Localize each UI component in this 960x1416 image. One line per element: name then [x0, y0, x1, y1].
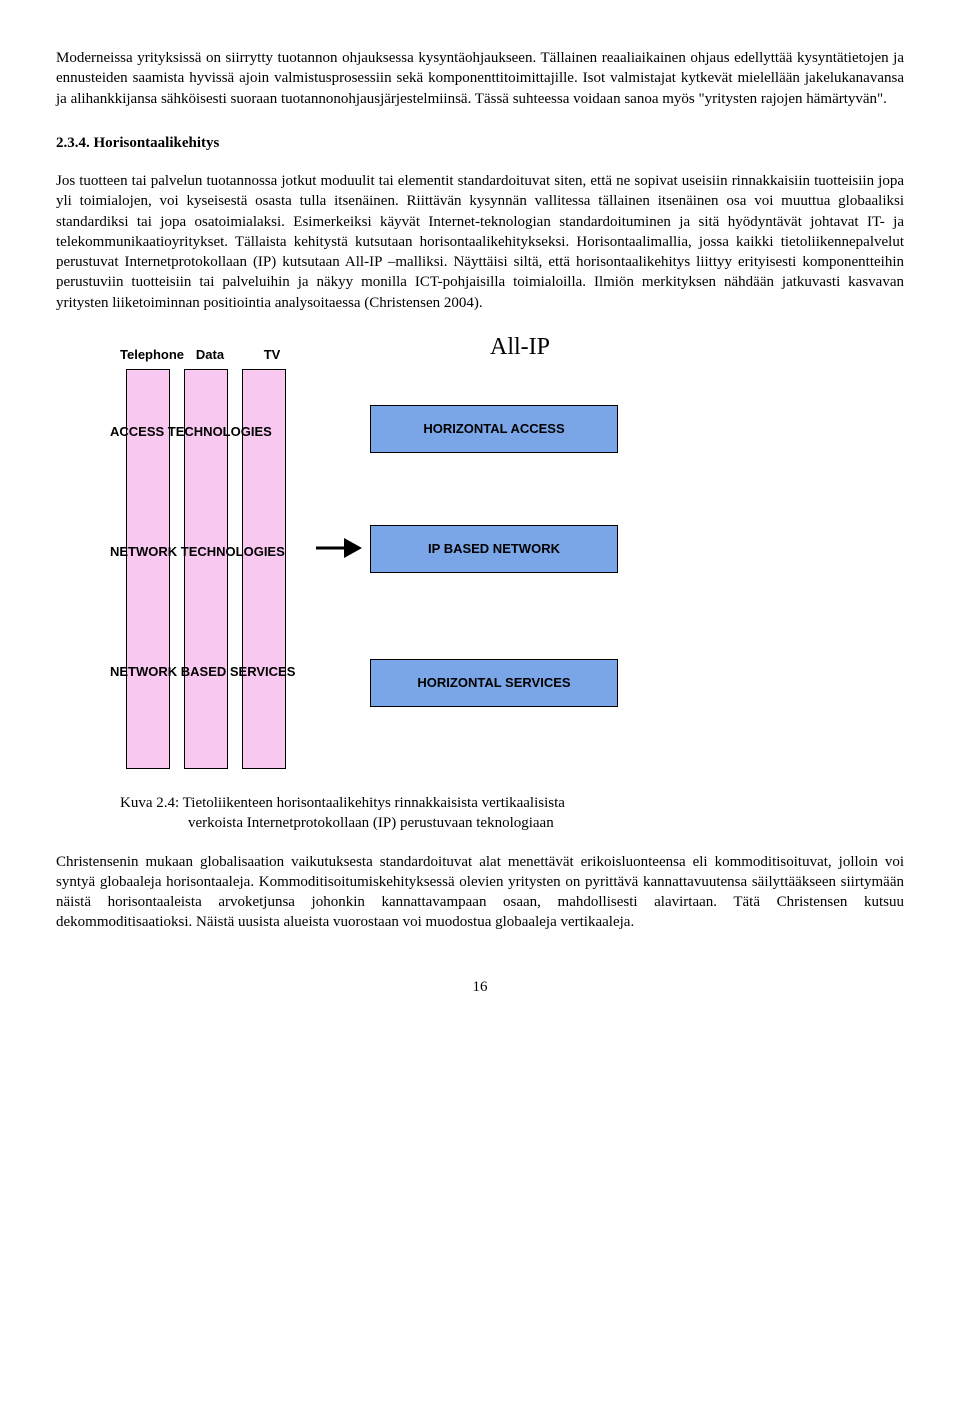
- paragraph-1: Moderneissa yrityksissä on siirrytty tuo…: [56, 48, 904, 109]
- horizontal-box-services: HORIZONTAL SERVICES: [370, 659, 618, 707]
- vertical-column-labels: Telephone Data TV: [120, 346, 300, 364]
- paragraph-3: Christensenin mukaan globalisaation vaik…: [56, 852, 904, 933]
- section-heading: 2.3.4. Horisontaalikehitys: [56, 133, 904, 153]
- arrow-right-icon: [314, 533, 362, 563]
- horizontal-box-network: IP BASED NETWORK: [370, 525, 618, 573]
- caption-line-2: verkoista Internetprotokollaan (IP) peru…: [188, 815, 554, 831]
- diagram-top-row: Telephone Data TV All-IP: [120, 331, 904, 363]
- page-number: 16: [56, 977, 904, 997]
- horizontal-boxes: HORIZONTAL ACCESS IP BASED NETWORK HORIZ…: [370, 369, 640, 769]
- overlay-label-services: NETWORK BASED SERVICES: [110, 663, 295, 681]
- col-label-data: Data: [182, 346, 238, 364]
- diagram: Telephone Data TV All-IP ACCESS TECHNOLO…: [120, 331, 904, 769]
- paragraph-2: Jos tuotteen tai palvelun tuotannossa jo…: [56, 171, 904, 313]
- overlay-label-network: NETWORK TECHNOLOGIES: [110, 543, 285, 561]
- horizontal-box-access: HORIZONTAL ACCESS: [370, 405, 618, 453]
- col-label-telephone: Telephone: [120, 346, 176, 364]
- vertical-columns: ACCESS TECHNOLOGIES NETWORK TECHNOLOGIES…: [120, 369, 300, 769]
- diagram-right-title: All-IP: [490, 331, 550, 363]
- figure-caption: Kuva 2.4: Tietoliikenteen horisontaalike…: [120, 793, 904, 834]
- overlay-label-access: ACCESS TECHNOLOGIES: [110, 423, 272, 441]
- arrow-container: [300, 369, 370, 769]
- caption-line-1: Kuva 2.4: Tietoliikenteen horisontaalike…: [120, 795, 565, 811]
- col-label-tv: TV: [244, 346, 300, 364]
- diagram-body: ACCESS TECHNOLOGIES NETWORK TECHNOLOGIES…: [120, 369, 904, 769]
